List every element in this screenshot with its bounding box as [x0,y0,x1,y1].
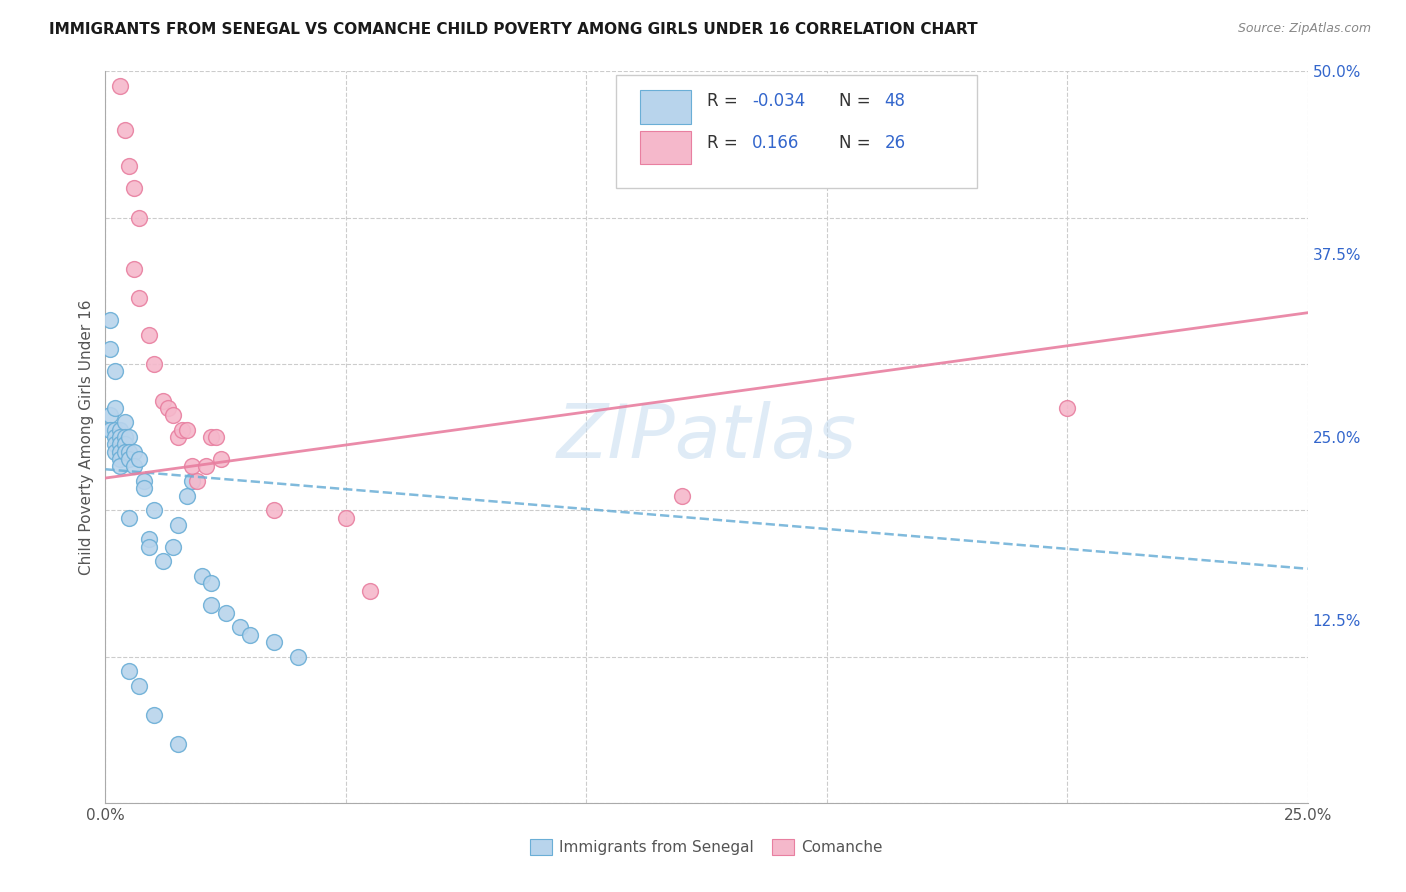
Point [1056,401,1078,415]
Point [104,430,127,444]
Point [263,503,285,517]
Point [172,423,194,437]
Point [108,437,131,451]
Point [124,444,146,458]
Text: N =: N = [839,134,876,152]
Point [118,452,141,467]
Point [132,481,155,495]
Point [104,364,127,378]
Point [209,452,232,467]
Point [108,78,131,93]
FancyBboxPatch shape [640,130,690,164]
Point [166,517,188,532]
Point [162,540,184,554]
Text: 48: 48 [884,93,905,111]
Point [176,489,198,503]
Point [156,401,179,415]
Point [118,444,141,458]
Point [128,291,150,305]
Point [98,313,121,327]
Point [200,430,222,444]
Point [142,708,165,723]
Point [128,452,150,467]
Text: Source: ZipAtlas.com: Source: ZipAtlas.com [1237,22,1371,36]
Point [98,343,121,357]
Point [181,474,204,488]
Y-axis label: Child Poverty Among Girls Under 16: Child Poverty Among Girls Under 16 [79,300,94,574]
Point [190,569,212,583]
Point [359,583,381,598]
Point [104,444,127,458]
Point [108,423,131,437]
Text: R =: R = [707,93,742,111]
Text: ZIPatlas: ZIPatlas [557,401,856,473]
Point [118,430,141,444]
Point [138,327,160,342]
Legend: Immigrants from Senegal, Comanche: Immigrants from Senegal, Comanche [524,833,889,861]
Point [104,437,127,451]
Point [287,649,309,664]
Point [181,459,204,474]
Point [142,503,165,517]
Point [214,606,236,620]
Point [128,211,150,225]
Point [200,599,222,613]
Point [104,401,127,415]
Point [98,423,121,437]
Point [263,635,285,649]
Point [114,430,136,444]
Point [166,737,188,751]
Point [138,540,160,554]
Point [124,459,146,474]
Text: N =: N = [839,93,876,111]
FancyBboxPatch shape [640,90,690,124]
Point [205,430,228,444]
Point [239,627,262,641]
Point [671,489,693,503]
Text: R =: R = [707,134,742,152]
Point [152,393,174,408]
Point [176,423,198,437]
Point [114,123,136,137]
Point [229,620,252,634]
Point [200,576,222,591]
Point [142,357,165,371]
Point [138,533,160,547]
Point [98,408,121,422]
Text: 26: 26 [884,134,905,152]
Point [166,430,188,444]
Point [335,510,357,524]
Text: -0.034: -0.034 [752,93,806,111]
Point [108,452,131,467]
Point [195,459,218,474]
Point [104,423,127,437]
Point [152,554,174,568]
Point [108,444,131,458]
Point [124,261,146,276]
Point [114,437,136,451]
Point [186,474,208,488]
Point [124,181,146,195]
Point [108,430,131,444]
Point [118,510,141,524]
FancyBboxPatch shape [616,75,977,188]
Point [108,459,131,474]
Point [114,416,136,430]
Point [162,408,184,422]
Point [128,679,150,693]
Point [114,444,136,458]
Point [132,474,155,488]
Text: IMMIGRANTS FROM SENEGAL VS COMANCHE CHILD POVERTY AMONG GIRLS UNDER 16 CORRELATI: IMMIGRANTS FROM SENEGAL VS COMANCHE CHIL… [49,22,977,37]
Point [118,160,141,174]
Text: 0.166: 0.166 [752,134,800,152]
Point [118,664,141,678]
